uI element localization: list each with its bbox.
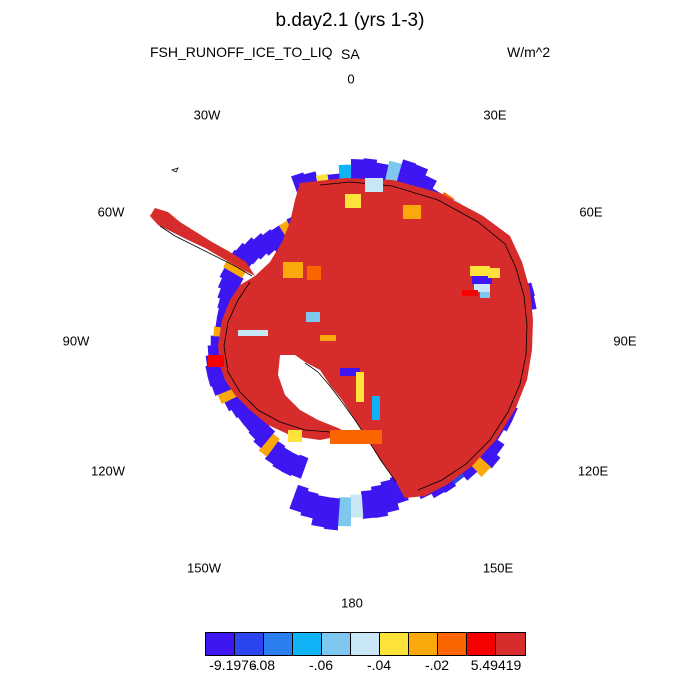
colorbar-swatch-2 (264, 633, 293, 655)
grid-cell (488, 268, 500, 278)
coastal-cell (253, 232, 276, 256)
grid-cell (306, 312, 320, 322)
coastal-cell (300, 490, 319, 519)
grid-cell (320, 335, 336, 341)
coastal-cell (290, 454, 309, 479)
lon-label-0: 0 (347, 71, 355, 87)
lon-label-150e: 150E (482, 560, 514, 576)
south-america-tip-coast (170, 167, 179, 173)
coastal-cell (244, 237, 267, 260)
coastal-cell (253, 425, 276, 449)
colorbar-swatch-9 (467, 633, 496, 655)
coastal-cell (311, 495, 330, 528)
grid-cell (307, 266, 321, 280)
colorbar-label-m06: -.06 (308, 657, 334, 673)
plot-title: b.day2.1 (yrs 1-3) (275, 10, 425, 31)
colorbar (205, 632, 526, 656)
field-name-label: FSH_RUNOFF_ICE_TO_LIQ (150, 44, 333, 60)
lon-label-30w: 30W (193, 107, 221, 123)
coastal-cell (323, 497, 340, 531)
coastal-cell (350, 494, 364, 518)
grid-cell (462, 290, 478, 296)
coastal-cell (272, 447, 293, 472)
colorbar-label-min: -9.1976 (209, 657, 257, 673)
colorbar-swatch-8 (438, 633, 467, 655)
coastal-cell (217, 277, 242, 296)
coastal-cell (258, 433, 280, 457)
colorbar-swatch-5 (351, 633, 380, 655)
colorbar-label-m04: -.04 (366, 657, 392, 673)
coastal-cell (289, 484, 309, 513)
grid-cell (403, 205, 421, 219)
coastal-cell (389, 474, 409, 504)
grid-cell (340, 368, 360, 376)
lon-label-90e: 90E (613, 333, 637, 349)
grid-cell (356, 372, 364, 402)
grid-cell (472, 276, 492, 284)
colorbar-swatch-3 (293, 633, 322, 655)
lon-label-120w: 120W (91, 463, 125, 479)
grid-cell (208, 355, 224, 367)
lon-label-30e: 30E (483, 107, 507, 123)
units-label: W/m^2 (507, 44, 551, 60)
ice-sheet-fill (218, 178, 533, 498)
coastal-cell (219, 267, 244, 287)
colorbar-swatch-1 (235, 633, 264, 655)
coastline (159, 181, 528, 491)
colorbar-label-m02: -.02 (424, 657, 450, 673)
lon-label-180: 180 (341, 595, 363, 611)
grid-cell (365, 178, 383, 192)
coastal-cell (262, 229, 284, 253)
lon-label-120e: 120E (577, 463, 609, 479)
coastal-cell (370, 484, 389, 519)
lon-label-60e: 60E (579, 204, 603, 220)
coastal-cell (235, 242, 259, 265)
grid-cell (288, 430, 302, 442)
colorbar-label-max: 5.49419 (470, 657, 522, 673)
grid-cell (283, 262, 303, 278)
coastal-cell (248, 417, 271, 440)
grid-cell (474, 284, 490, 292)
peninsula-fill (150, 208, 255, 276)
grid-cell (372, 396, 380, 420)
colorbar-swatch-4 (322, 633, 351, 655)
coastal-cell (337, 497, 351, 527)
coastal-cell (360, 490, 376, 519)
grid-cell (345, 194, 361, 208)
lon-label-150w: 150W (187, 560, 221, 576)
lon-label-60w: 60W (97, 204, 125, 220)
colorbar-swatch-6 (380, 633, 409, 655)
colorbar-swatch-7 (409, 633, 438, 655)
grid-cell (480, 292, 490, 298)
colorbar-label-m08: -.08 (250, 657, 276, 673)
interior-grid-cells (208, 178, 500, 444)
coastal-cell (281, 451, 300, 477)
grid-cell (330, 430, 382, 444)
grid-cell (238, 330, 268, 336)
grid-cell (470, 266, 490, 276)
region-label: SA (341, 46, 360, 62)
lon-label-90w: 90W (62, 333, 90, 349)
coastal-cell (264, 441, 286, 465)
colorbar-swatch-10 (496, 633, 525, 655)
colorbar-swatch-0 (206, 633, 235, 655)
